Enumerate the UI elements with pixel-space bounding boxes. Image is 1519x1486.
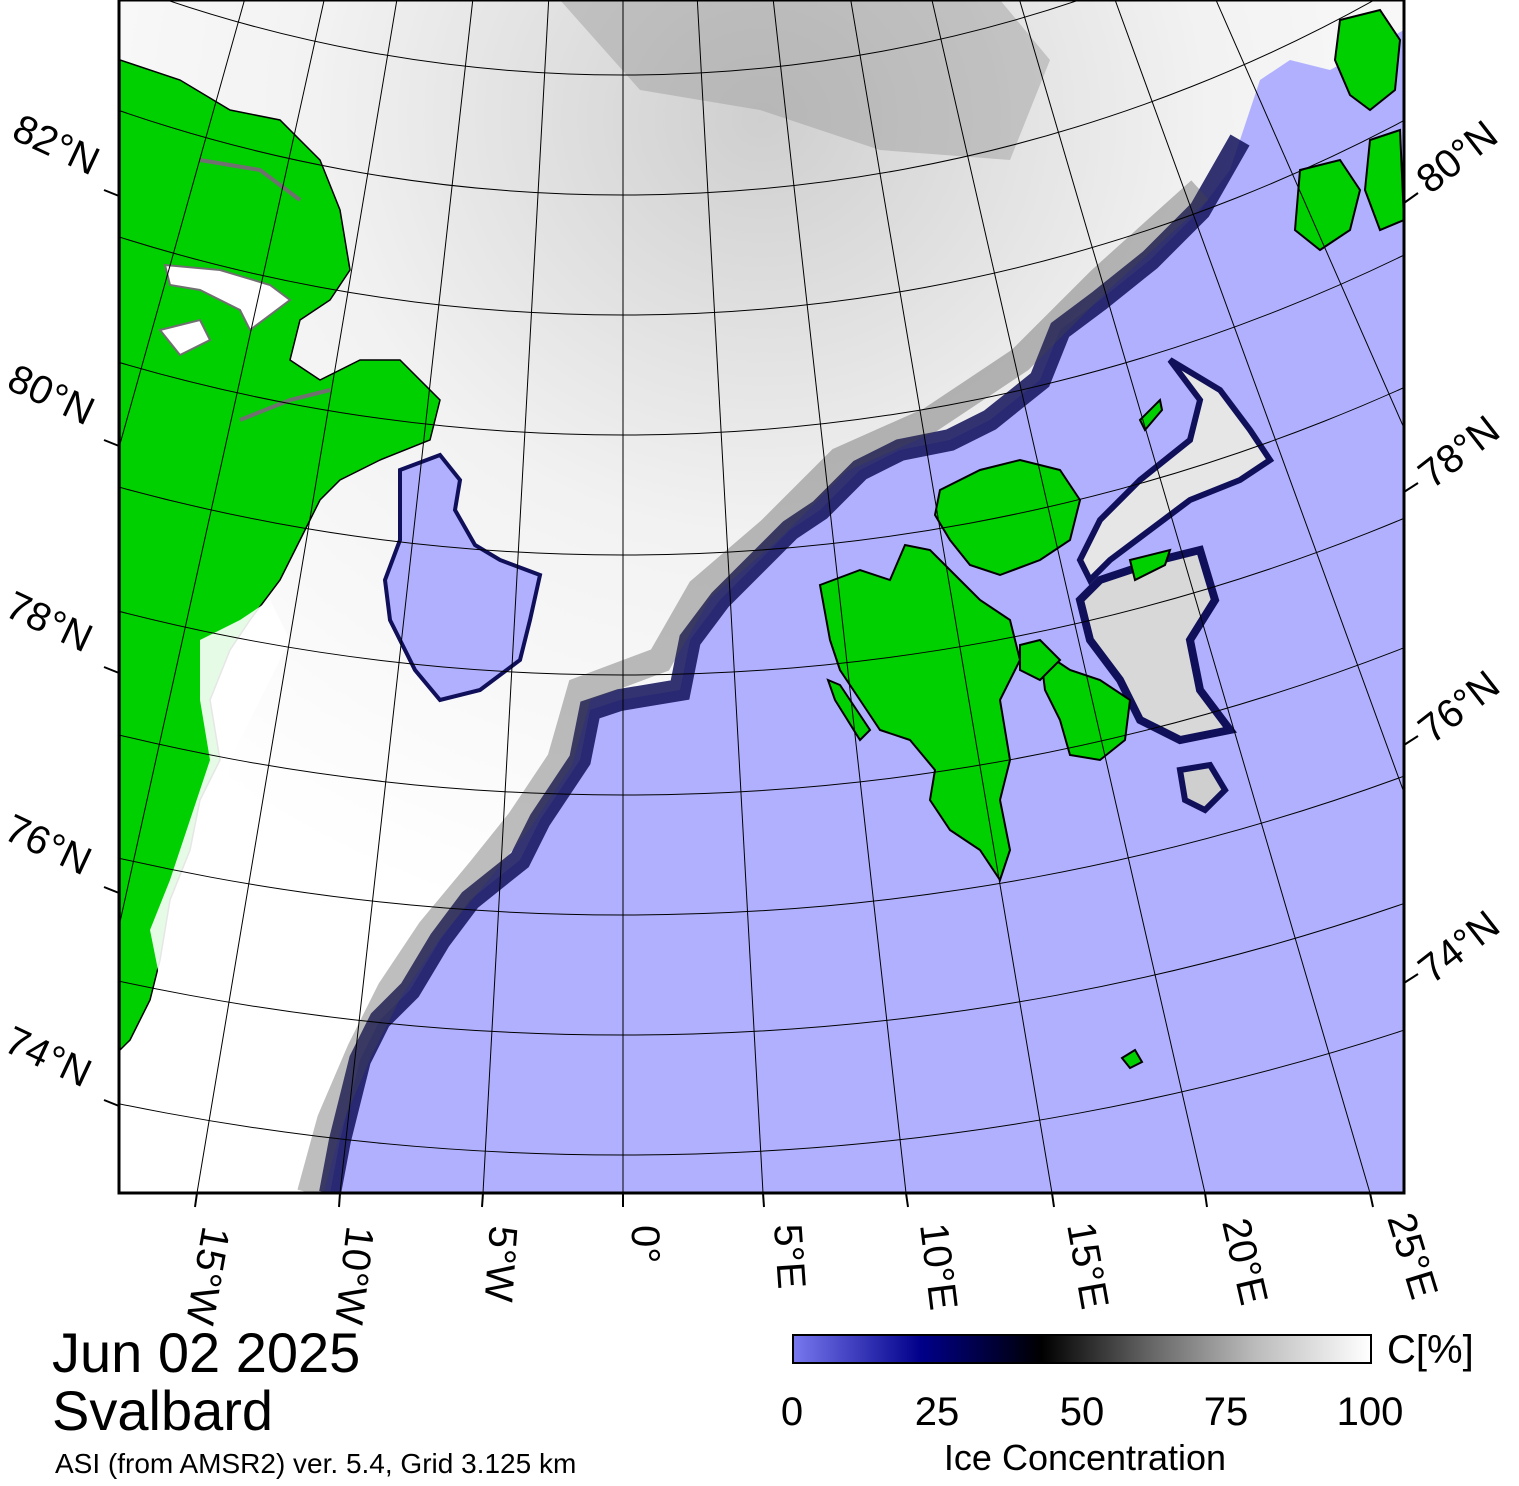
colorbar-tick: 25 <box>914 1390 960 1434</box>
map-frame <box>117 0 1406 1195</box>
graticule-ticks <box>103 189 1419 1208</box>
colorbar-tick: 75 <box>1203 1390 1249 1434</box>
lon-label: 25°E <box>1378 1208 1446 1304</box>
lon-label: 10°E <box>911 1221 965 1313</box>
lon-label: 10°W <box>326 1224 382 1327</box>
lat-label-right: 80°N <box>1408 112 1506 202</box>
ice-patch-east <box>1075 545 1238 745</box>
greenland-coastal-ice <box>150 600 290 980</box>
greenland-fjord <box>158 318 212 357</box>
edgeoya-landmass <box>1038 647 1132 762</box>
ice-tongue-east <box>1076 357 1275 586</box>
lon-label: 20°E <box>1213 1214 1275 1309</box>
colorbar-tick: 0 <box>780 1390 804 1434</box>
lat-label-right: 74°N <box>1410 902 1508 992</box>
map-region: Svalbard <box>52 1379 274 1442</box>
lat-label-left: 78°N <box>0 583 99 661</box>
lon-label: 15°W <box>177 1223 237 1328</box>
lat-label-left: 76°N <box>0 806 98 884</box>
sea-ice-field <box>120 0 1404 1193</box>
colorbar-tick: 100 <box>1336 1390 1404 1434</box>
colorbar-unit: C[%] <box>1387 1328 1474 1372</box>
lon-label: 5°W <box>476 1224 525 1303</box>
colorbar-tick: 50 <box>1059 1390 1105 1434</box>
kvitoya <box>1138 397 1164 432</box>
spitsbergen-landmass <box>818 543 1022 883</box>
marginal-ice-zone <box>319 134 1250 1193</box>
polynya <box>382 452 543 703</box>
ice-patch-southeast <box>1176 761 1229 814</box>
kong-karls-land <box>1128 548 1172 582</box>
barentsoya-landmass <box>1019 638 1062 682</box>
franz-josef-land <box>1333 8 1402 112</box>
lat-label-right: 78°N <box>1410 407 1508 497</box>
lat-label-left: 74°N <box>0 1018 98 1096</box>
data-source-caption: ASI (from AMSR2) ver. 5.4, Grid 3.125 km <box>55 1448 577 1479</box>
greenland-fjord <box>239 388 331 422</box>
lon-label: 0° <box>623 1225 667 1263</box>
graticule <box>120 0 1404 1193</box>
lat-label-left: 82°N <box>6 106 106 184</box>
lat-label-right: 76°N <box>1410 662 1508 752</box>
franz-josef-land <box>1293 158 1362 252</box>
lon-label: 15°E <box>1058 1219 1116 1312</box>
bjornoya <box>1120 1048 1144 1070</box>
colorbar <box>792 1334 1372 1364</box>
greenland-fjord <box>163 263 292 332</box>
marginal-ice-zone-inner <box>297 180 1209 1193</box>
ice-texture-north <box>560 0 1050 160</box>
colorbar-title: Ice Concentration <box>943 1437 1227 1478</box>
prins-karls-forland <box>826 678 872 742</box>
greenland-fjord <box>199 158 302 202</box>
map-date: Jun 02 2025 <box>52 1321 361 1384</box>
lon-label: 5°E <box>765 1223 813 1291</box>
franz-josef-land <box>1363 128 1404 232</box>
lat-label-left: 80°N <box>1 356 101 434</box>
